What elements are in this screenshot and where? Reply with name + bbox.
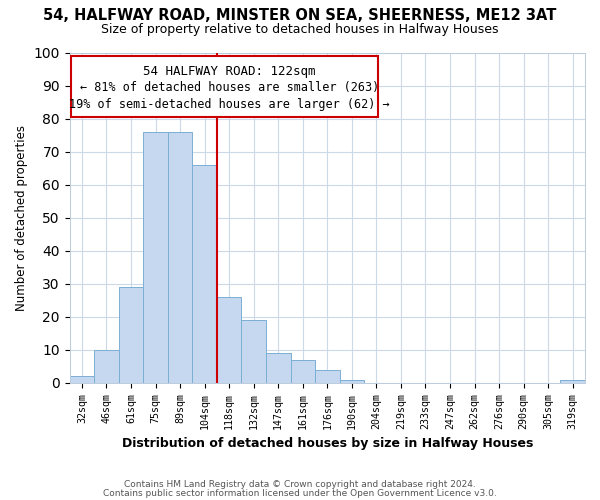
Bar [241, 320, 266, 383]
Text: Size of property relative to detached houses in Halfway Houses: Size of property relative to detached ho… [101, 22, 499, 36]
Text: Contains public sector information licensed under the Open Government Licence v3: Contains public sector information licen… [103, 488, 497, 498]
Bar [266, 353, 290, 383]
Bar [70, 376, 94, 383]
Text: 54, HALFWAY ROAD, MINSTER ON SEA, SHEERNESS, ME12 3AT: 54, HALFWAY ROAD, MINSTER ON SEA, SHEERN… [43, 8, 557, 22]
Bar [143, 132, 168, 383]
Text: ← 81% of detached houses are smaller (263): ← 81% of detached houses are smaller (26… [80, 81, 379, 94]
Bar [193, 165, 217, 383]
Text: 19% of semi-detached houses are larger (62) →: 19% of semi-detached houses are larger (… [69, 98, 389, 110]
Bar [217, 297, 241, 383]
Bar [560, 380, 585, 383]
Bar [340, 380, 364, 383]
Bar [119, 288, 143, 383]
FancyBboxPatch shape [71, 56, 377, 118]
Bar [168, 132, 193, 383]
Y-axis label: Number of detached properties: Number of detached properties [15, 125, 28, 311]
Bar [94, 350, 119, 383]
Bar [290, 360, 315, 383]
Text: Contains HM Land Registry data © Crown copyright and database right 2024.: Contains HM Land Registry data © Crown c… [124, 480, 476, 489]
X-axis label: Distribution of detached houses by size in Halfway Houses: Distribution of detached houses by size … [122, 437, 533, 450]
Bar [315, 370, 340, 383]
Text: 54 HALFWAY ROAD: 122sqm: 54 HALFWAY ROAD: 122sqm [143, 64, 316, 78]
